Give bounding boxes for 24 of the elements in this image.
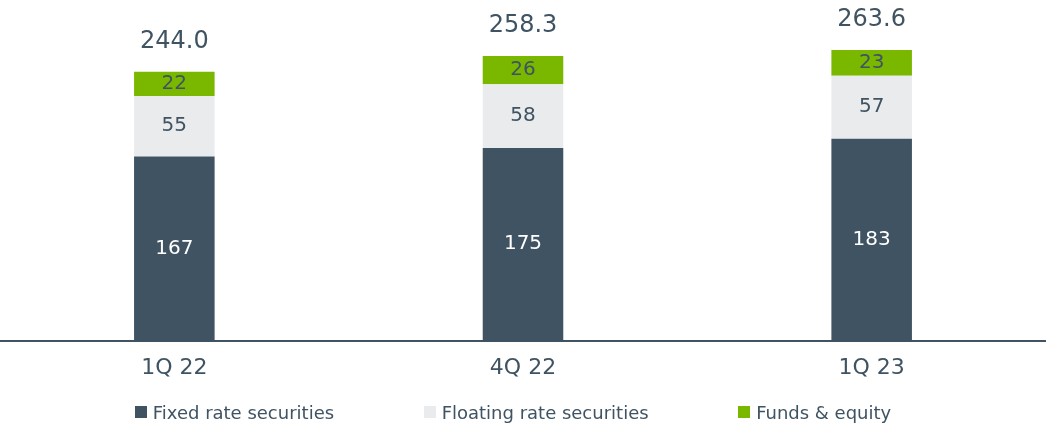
- x-tick-label: 1Q 23: [838, 353, 905, 379]
- bar: [134, 95, 215, 157]
- data-label: 23: [858, 49, 885, 74]
- data-label: 22: [161, 70, 188, 95]
- data-label: 183: [852, 225, 891, 250]
- data-label: 58: [510, 102, 536, 127]
- bar: [134, 71, 215, 96]
- legend-label: Floating rate securities: [441, 401, 649, 423]
- data-label: 175: [503, 230, 543, 255]
- bar: [482, 84, 564, 148]
- x-tick-label: 4Q 22: [489, 353, 557, 379]
- data-label: 167: [155, 234, 194, 259]
- total-label: 244.0: [139, 25, 209, 54]
- total-label: 258.3: [488, 10, 558, 39]
- bar: [831, 75, 912, 139]
- data-label: 26: [510, 56, 536, 81]
- bar: [831, 50, 912, 76]
- legend-label: Fixed rate securities: [152, 401, 335, 423]
- data-label: 55: [161, 112, 188, 137]
- bar: [482, 55, 564, 85]
- legend-label: Funds & equity: [756, 401, 892, 423]
- total-label: 263.6: [837, 4, 907, 33]
- data-label: 57: [858, 93, 885, 118]
- x-tick-label: 1Q 22: [141, 353, 208, 379]
